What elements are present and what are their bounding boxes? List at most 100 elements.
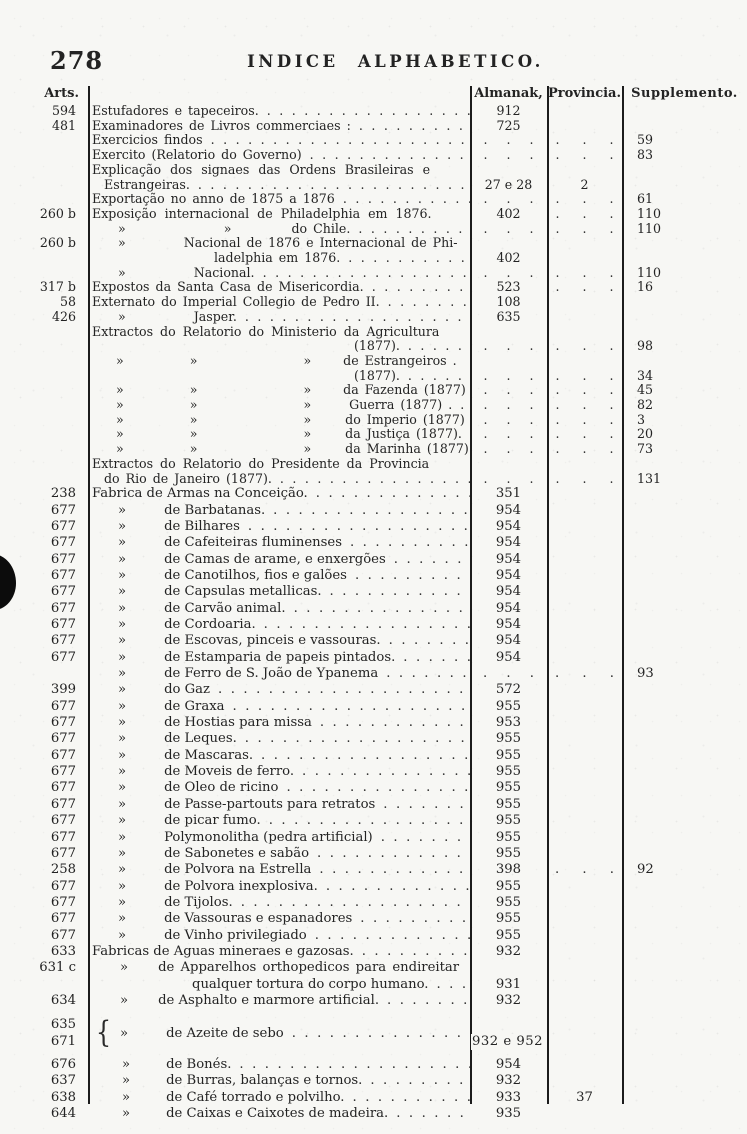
almanak-value: 402 bbox=[496, 250, 521, 266]
dot-leader: ........................................… bbox=[388, 633, 470, 649]
prov-cell: 2 bbox=[547, 163, 622, 192]
entry-text: » bbox=[120, 992, 129, 1008]
column-header-almanak: Almanak, bbox=[474, 86, 543, 101]
entry-cell: » de Cafeiteiras fluminenses.............… bbox=[88, 535, 470, 551]
alm-cell: 955 bbox=[470, 879, 547, 895]
prov-cell bbox=[547, 682, 622, 698]
entry-cell: » » » da Marinha (1877)....................… bbox=[88, 442, 470, 457]
entry-text: » bbox=[303, 383, 312, 398]
table-row: 677 » de Moveis de ferro..................… bbox=[0, 764, 747, 780]
sup-cell bbox=[622, 617, 747, 633]
entry-text: Externato do Imperial Collegio de Pedro … bbox=[92, 295, 380, 310]
table-row: 677 » de Carvão animal....................… bbox=[0, 601, 747, 617]
prov-cell: . . . bbox=[547, 325, 622, 354]
column-header-arts: Arts. bbox=[44, 86, 79, 101]
arts-number: 677 bbox=[50, 698, 76, 714]
entry-line: do Rio de Janeiro (1877)................… bbox=[88, 472, 470, 487]
almanak-value: . . . bbox=[483, 338, 534, 354]
entry-text: » bbox=[118, 584, 127, 600]
prov-cell bbox=[547, 879, 622, 895]
provincia-value: . . . bbox=[555, 666, 614, 682]
almanak-value: 955 bbox=[495, 796, 522, 812]
column-header-entry bbox=[88, 86, 470, 101]
entry-text: » bbox=[189, 353, 198, 368]
ink-blot bbox=[0, 554, 16, 610]
entry-cell: Expostos da Santa Casa de Misericordia..… bbox=[88, 280, 470, 295]
entry-text: » bbox=[118, 862, 127, 878]
sup-cell bbox=[622, 830, 747, 846]
entry-line: » Nacional de 1876 e Internacional de Phi… bbox=[88, 236, 470, 251]
entry-cell: Estufadores e tapeceiros................… bbox=[88, 104, 470, 119]
provincia-value: . . . bbox=[555, 426, 614, 442]
prov-cell: . . . bbox=[547, 147, 622, 163]
arts-cell bbox=[0, 442, 88, 457]
supplemento-value: 20 bbox=[637, 426, 654, 442]
almanak-value: 398 bbox=[495, 862, 522, 878]
arts-cell: 677 bbox=[0, 813, 88, 829]
entry-line: Estufadores e tapeceiros................… bbox=[88, 104, 470, 119]
entry-text: de Vassouras e espanadores bbox=[164, 911, 353, 927]
table-row: 677 » de Escovas, pinceis e vassouras.....… bbox=[0, 633, 747, 649]
entry-cell: » de Vassouras e espanadores.............… bbox=[88, 911, 470, 927]
almanak-value: 955 bbox=[495, 764, 522, 780]
entry-cell: Exposição internacional de Philadelphia … bbox=[88, 207, 470, 222]
entry-text: » bbox=[303, 398, 312, 413]
dot-leader: ........................................… bbox=[291, 1026, 470, 1042]
entry-text: de Ferro de S. João de Ypanema bbox=[164, 666, 379, 682]
entry-cell: » » » da Fazenda (1877)....................… bbox=[88, 383, 470, 398]
sup-cell bbox=[622, 295, 747, 310]
prov-cell: . . . bbox=[547, 221, 622, 237]
arts-number: 260 b bbox=[39, 205, 76, 221]
almanak-value: 572 bbox=[495, 682, 522, 698]
prov-cell: . . . bbox=[547, 427, 622, 442]
arts-cell: 644 bbox=[0, 1106, 88, 1122]
prov-cell: . . . bbox=[547, 862, 622, 878]
table-row: 399 » do Gaz..............................… bbox=[0, 682, 747, 698]
alm-cell: . . . bbox=[470, 457, 547, 486]
sup-cell bbox=[622, 310, 747, 325]
sup-cell bbox=[622, 119, 747, 134]
dot-leader: ........................................… bbox=[387, 295, 470, 310]
entry-text: » bbox=[189, 398, 198, 413]
alm-cell: . . . bbox=[470, 397, 547, 413]
entry-text: de Passe-partouts para retratos bbox=[164, 796, 376, 812]
provincia-value: . . . bbox=[555, 411, 614, 427]
entry-cell: Examinadores de Livros commerciaes :....… bbox=[88, 119, 470, 134]
entry-text: » bbox=[118, 911, 127, 927]
arts-number: 638 bbox=[50, 1089, 76, 1105]
provincia-value: . . . bbox=[555, 338, 614, 354]
entry-text: (1877). bbox=[354, 339, 400, 354]
almanak-value: 955 bbox=[495, 731, 522, 747]
table-row: Exercito (Relatorio do Governo).........… bbox=[0, 147, 747, 163]
almanak-value: 955 bbox=[495, 747, 522, 763]
provincia-value: . . . bbox=[555, 367, 614, 383]
entry-text: de Cafeiteiras fluminenses bbox=[164, 535, 342, 551]
dot-leader: ........................................… bbox=[273, 502, 470, 518]
prov-cell bbox=[547, 295, 622, 310]
arts-number: 677 bbox=[50, 731, 76, 747]
almanak-value: 955 bbox=[495, 813, 522, 829]
arts-number: 677 bbox=[50, 796, 76, 812]
entry-cell: » de Asphalto e marmore artificial.......… bbox=[88, 993, 470, 1009]
sup-cell: 59 bbox=[622, 133, 747, 148]
table-row: » » » da Fazenda (1877)....................… bbox=[0, 383, 747, 398]
entry-line: » de Oleo de ricino......................… bbox=[88, 780, 470, 796]
arts-cell: 238 bbox=[0, 486, 88, 502]
sup-cell bbox=[622, 503, 747, 519]
entry-line: » » » Guerra (1877) .......................… bbox=[88, 398, 470, 413]
entry-line: Exportação no anno de 1875 a 1876.......… bbox=[88, 192, 470, 207]
entry-text: da Justiça (1877). bbox=[345, 427, 462, 442]
dot-leader: ........................................… bbox=[371, 280, 470, 295]
alm-cell: . . . bbox=[470, 441, 547, 457]
prov-cell bbox=[547, 601, 622, 617]
entry-text: de Tijolos. bbox=[164, 894, 233, 910]
prov-cell bbox=[547, 1073, 622, 1089]
table-row: 638 » de Café torrado e polvilho..........… bbox=[0, 1090, 747, 1106]
dot-leader: ........................................… bbox=[469, 442, 470, 457]
arts-cell: 677 bbox=[0, 568, 88, 584]
sup-cell: 110 bbox=[622, 206, 747, 222]
prov-cell bbox=[547, 486, 622, 502]
dot-leader: ........................................… bbox=[239, 1056, 470, 1072]
entry-cell: » de Moveis de ferro.....................… bbox=[88, 764, 470, 780]
alm-cell: 954 bbox=[470, 568, 547, 584]
